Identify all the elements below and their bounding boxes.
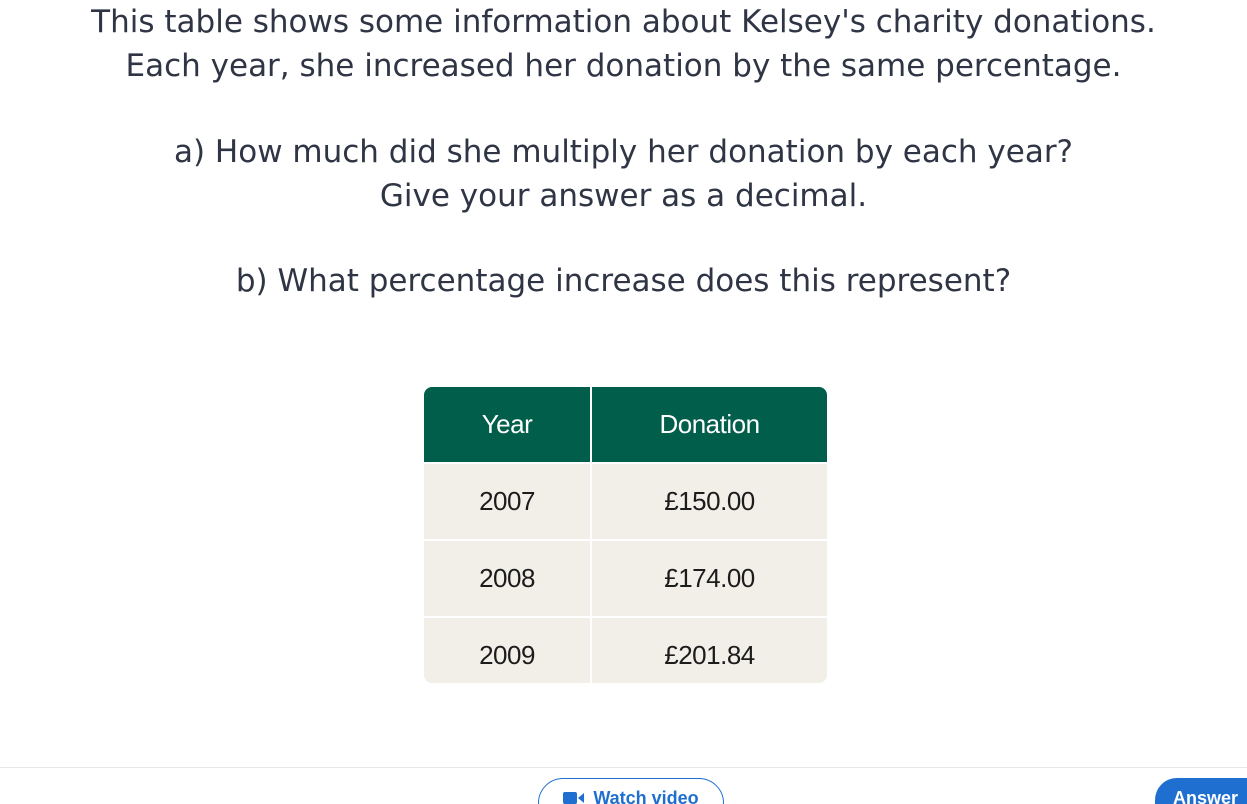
part-a-line-2: Give your answer as a decimal. <box>379 178 868 214</box>
header-donation: Donation <box>591 387 827 463</box>
cell-year: 2007 <box>424 462 592 540</box>
part-a-line-1: a) How much did she multiply her donatio… <box>173 134 1074 170</box>
watch-video-label: Watch video <box>593 788 699 804</box>
cell-year: 2009 <box>424 616 592 683</box>
video-camera-icon <box>563 791 585 804</box>
question-intro: This table shows some information about … <box>0 0 1247 88</box>
header-year: Year <box>424 387 592 463</box>
table-row: 2009 £201.84 <box>424 616 827 683</box>
data-table: Year Donation 2007 £150.00 2008 £174.00 … <box>424 387 827 683</box>
answer-button[interactable]: Answer <box>1155 778 1247 804</box>
answer-label: Answer <box>1173 788 1239 804</box>
donations-table: Year Donation 2007 £150.00 2008 £174.00 … <box>424 387 827 683</box>
question-part-b: b) What percentage increase does this re… <box>0 259 1247 303</box>
cell-donation: £150.00 <box>591 462 827 540</box>
watch-video-button[interactable]: Watch video <box>538 778 724 804</box>
cell-donation: £201.84 <box>591 616 827 683</box>
table-row: 2008 £174.00 <box>424 539 827 617</box>
footer-divider <box>0 767 1247 768</box>
table-row: 2007 £150.00 <box>424 462 827 540</box>
intro-line-1: This table shows some information about … <box>91 4 1156 40</box>
cell-year: 2008 <box>424 539 592 617</box>
question-part-a: a) How much did she multiply her donatio… <box>0 130 1247 218</box>
cell-donation: £174.00 <box>591 539 827 617</box>
table-header-row: Year Donation <box>424 387 827 463</box>
part-b-line: b) What percentage increase does this re… <box>235 263 1012 299</box>
intro-line-2: Each year, she increased her donation by… <box>125 48 1122 84</box>
